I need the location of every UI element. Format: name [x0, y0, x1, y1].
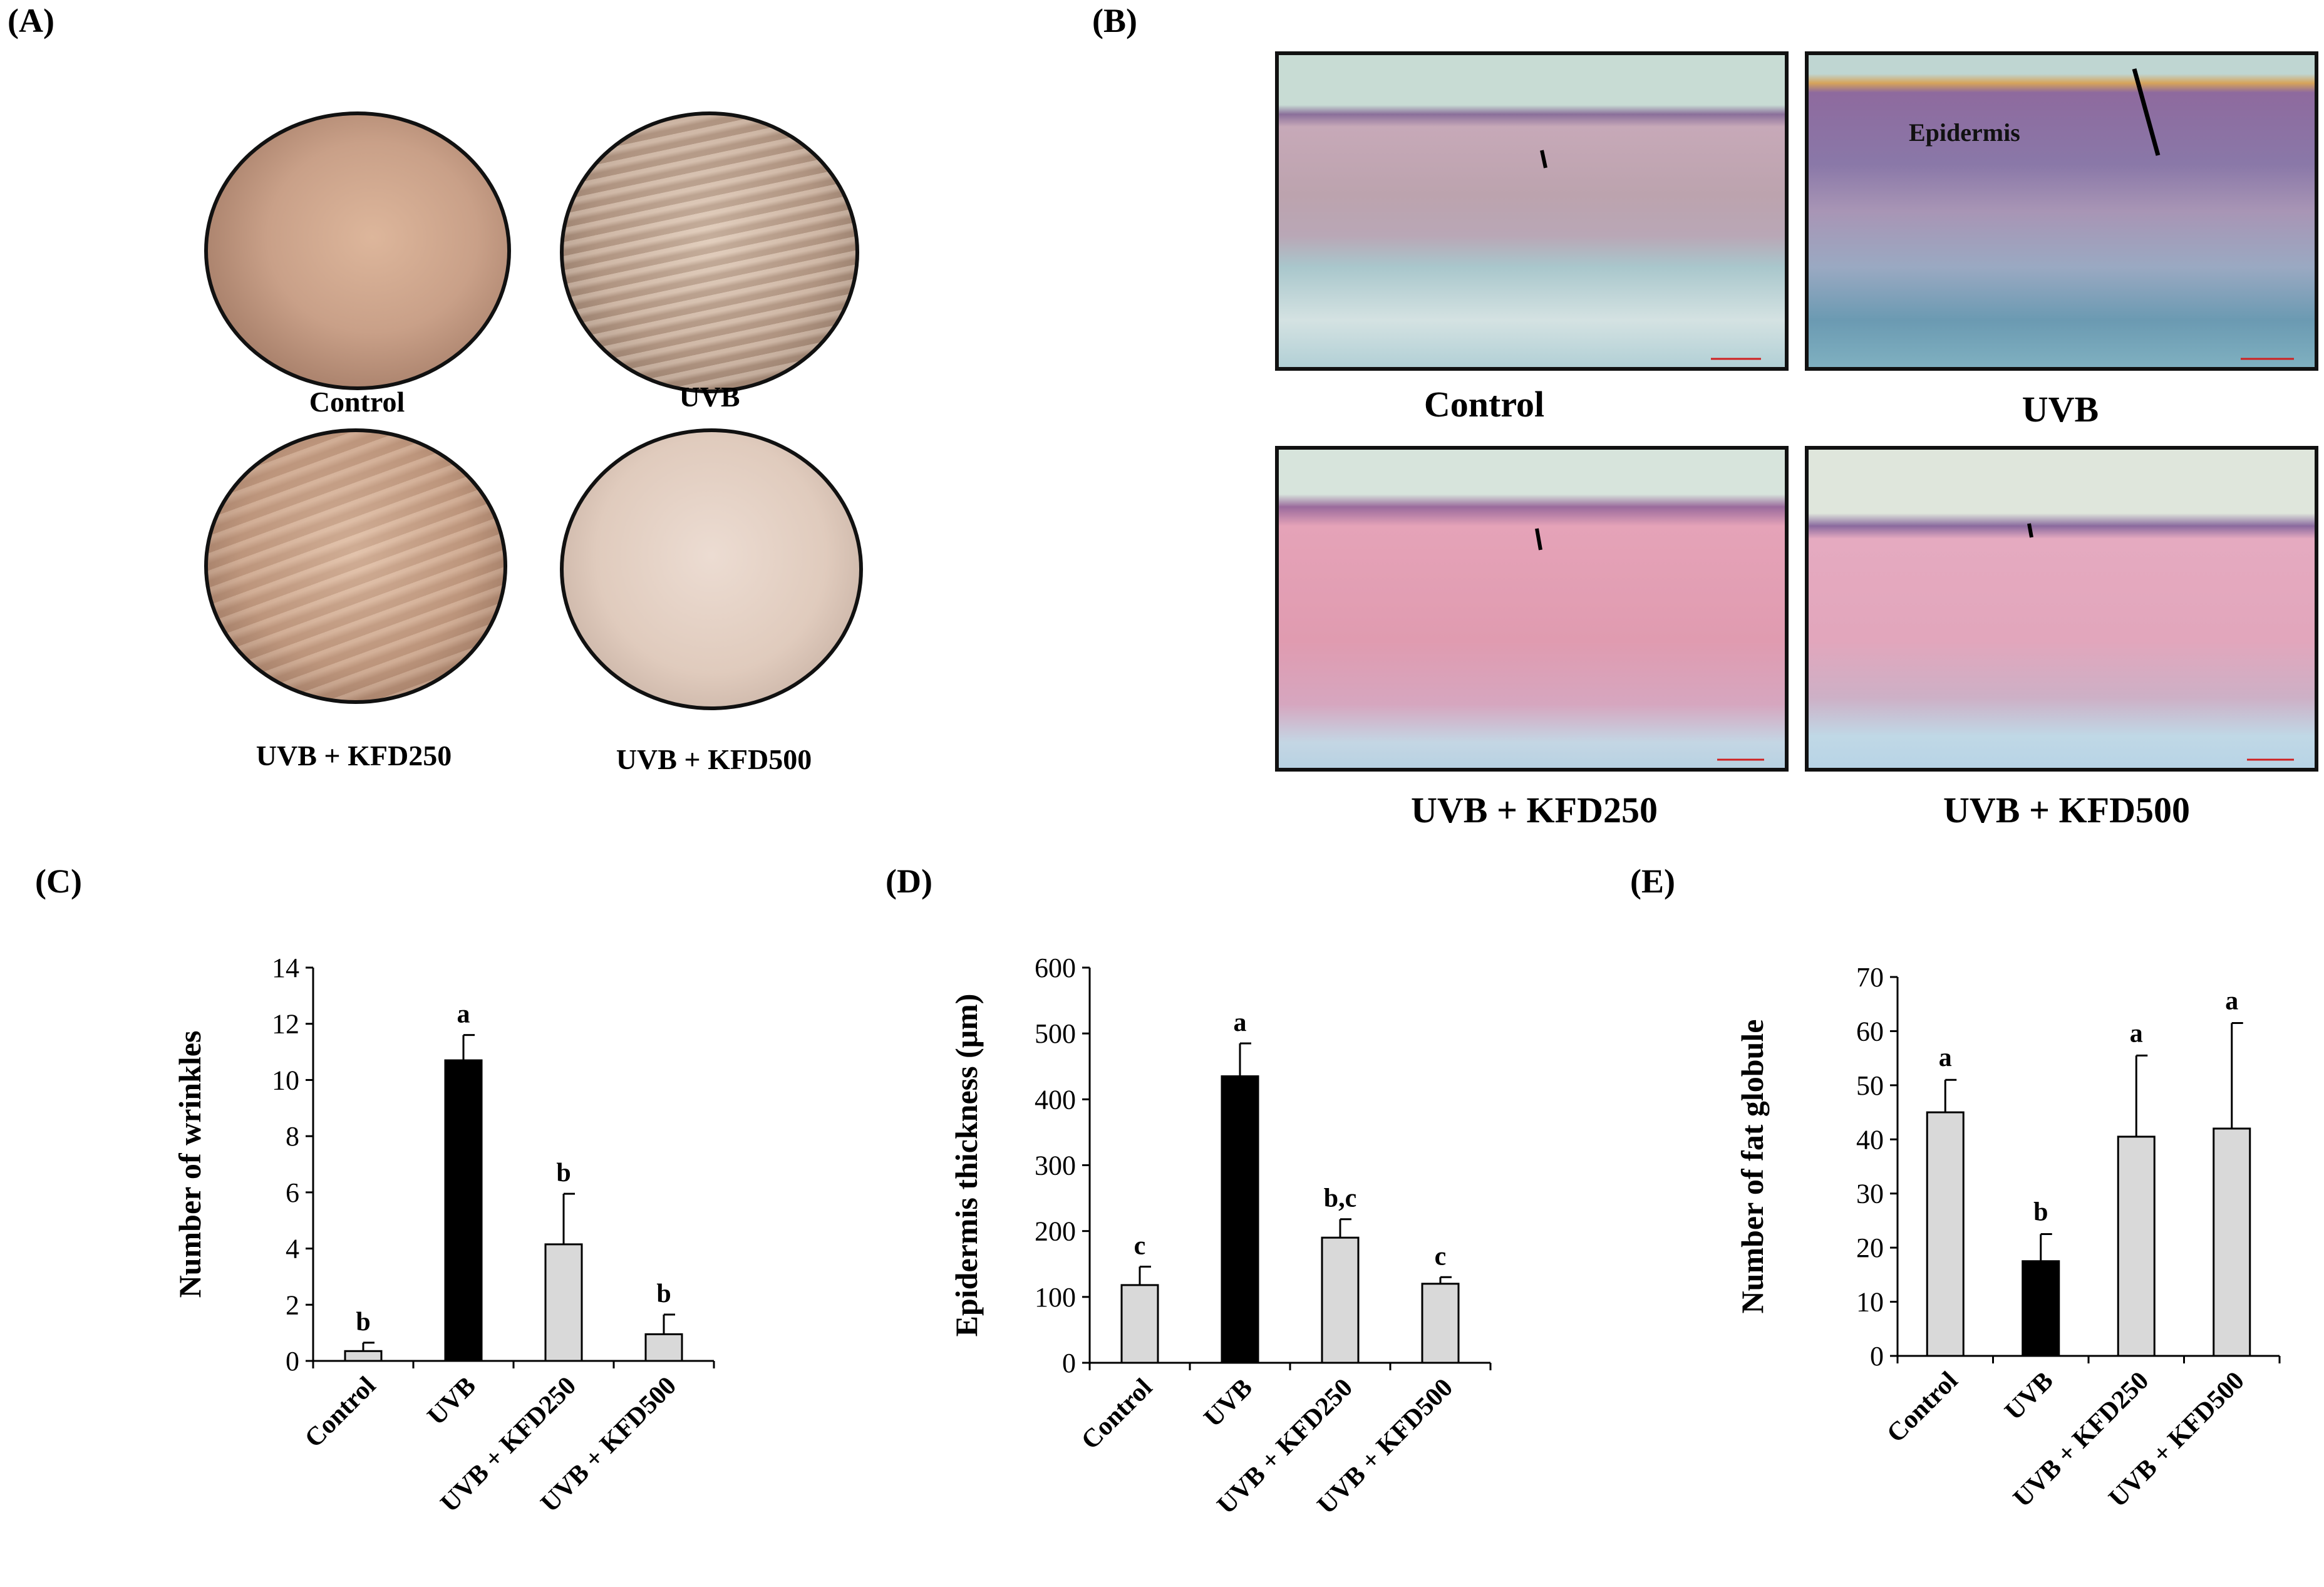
- y-tick-label: 0: [1062, 1348, 1076, 1378]
- category-label-2: UVB: [1199, 1373, 1258, 1433]
- panel-d-letter: (D): [886, 862, 932, 900]
- panel-a-letter: (A): [8, 2, 54, 39]
- y-tick-label: 0: [1870, 1341, 1884, 1372]
- caption-b-uvb: UVB: [2022, 389, 2099, 430]
- significance-letter-4: b: [656, 1279, 671, 1308]
- y-tick-label: 4: [286, 1234, 299, 1264]
- y-tick-label: 600: [1035, 953, 1076, 983]
- epidermis-marker-kfd500: [2027, 523, 2294, 761]
- significance-letter-1: a: [1939, 1043, 1952, 1072]
- bar-4: [2213, 1127, 2251, 1357]
- significance-letter-2: a: [457, 1000, 470, 1029]
- histology-uvb: Epidermis: [1805, 51, 2318, 371]
- panel-e-letter: (E): [1630, 862, 1675, 900]
- y-tick-label: 500: [1035, 1018, 1076, 1049]
- bar-1: [1926, 1111, 1965, 1357]
- bar-4: [1421, 1283, 1460, 1364]
- bar-1: [344, 1350, 383, 1362]
- y-tick-label: 14: [272, 953, 299, 983]
- wrinkles-bar-chart: 0 2 4 6 8 10 12 14 Number of wrinkles b Control a UV…: [172, 953, 715, 1518]
- y-tick-label: 20: [1856, 1233, 1884, 1263]
- caption-b-uvb-kfd250: UVB + KFD250: [1411, 790, 1658, 830]
- panel-c-letter: (C): [35, 862, 82, 900]
- bar-2: [1221, 1075, 1259, 1364]
- y-tick-label: 100: [1035, 1282, 1076, 1313]
- y-axis-label: Epidermis thickness (μm): [949, 994, 984, 1337]
- significance-letter-1: b: [356, 1308, 370, 1336]
- caption-b-control: Control: [1423, 384, 1545, 425]
- y-tick-label: 30: [1856, 1179, 1884, 1209]
- caption-b-uvb-kfd500: UVB + KFD500: [1943, 790, 2190, 830]
- category-label-2: UVB: [422, 1372, 482, 1431]
- bar-2: [444, 1059, 483, 1362]
- caption-a-control: Control: [309, 386, 405, 418]
- epidermis-marker-uvb: [2132, 68, 2294, 360]
- epidermis-label: Epidermis: [1909, 118, 2020, 147]
- y-tick-label: 12: [272, 1009, 299, 1040]
- y-tick-label: 60: [1856, 1016, 1884, 1047]
- significance-letter-3: a: [2130, 1019, 2143, 1048]
- panel-b-letter: (B): [1092, 2, 1137, 39]
- y-tick-label: 2: [286, 1290, 299, 1320]
- y-tick-label: 8: [286, 1121, 299, 1152]
- category-label-1: Control: [1076, 1373, 1158, 1455]
- significance-letter-4: c: [1435, 1242, 1447, 1271]
- bar-3: [544, 1243, 583, 1362]
- caption-a-uvb-kfd250: UVB + KFD250: [256, 740, 452, 772]
- y-tick-label: 50: [1856, 1070, 1884, 1101]
- histology-uvb-kfd250: [1275, 446, 1789, 772]
- category-label-1: Control: [299, 1372, 381, 1454]
- skin-photo-uvb-kfd500: [560, 428, 863, 710]
- y-tick-label: 0: [286, 1346, 299, 1377]
- caption-a-uvb-kfd500: UVB + KFD500: [616, 743, 812, 775]
- y-tick-label: 400: [1035, 1084, 1076, 1115]
- y-tick-label: 40: [1856, 1124, 1884, 1155]
- histology-control: [1275, 51, 1789, 371]
- bar-4: [644, 1333, 683, 1362]
- significance-letter-3: b: [556, 1159, 571, 1187]
- epidermis-marker-control: [1540, 150, 1761, 360]
- category-label-2: UVB: [2000, 1367, 2059, 1426]
- y-tick-label: 300: [1035, 1150, 1076, 1181]
- y-tick-label: 10: [1856, 1287, 1884, 1318]
- histology-uvb-kfd500: [1805, 446, 2318, 772]
- significance-letter-2: b: [2033, 1198, 2048, 1227]
- y-tick-label: 200: [1035, 1216, 1076, 1247]
- y-tick-label: 10: [272, 1065, 299, 1095]
- skin-photo-uvb: [560, 111, 859, 393]
- bar-3: [2117, 1135, 2156, 1357]
- bar-3: [1321, 1236, 1360, 1364]
- skin-photo-control: [204, 111, 511, 390]
- epidermis-thickness-bar-chart: 0 100 200 300 400 500 600 Epidermis thickness (…: [949, 953, 1492, 1520]
- fat-globule-bar-chart: 0 10 20 30 40 50 60 70 Number of fat globule a Con…: [1735, 962, 2281, 1513]
- bar-2: [2022, 1260, 2060, 1357]
- y-tick-label: 70: [1856, 962, 1884, 993]
- significance-letter-3: b,c: [1324, 1184, 1357, 1213]
- skin-photo-uvb-kfd250: [204, 428, 507, 704]
- category-label-1: Control: [1881, 1367, 1963, 1449]
- epidermis-marker-kfd250: [1535, 528, 1764, 761]
- y-axis-label: Number of wrinkles: [172, 1031, 207, 1298]
- caption-a-uvb: UVB: [679, 381, 740, 413]
- bar-1: [1120, 1284, 1159, 1364]
- y-axis-label: Number of fat globule: [1735, 1020, 1770, 1314]
- significance-letter-1: c: [1134, 1231, 1146, 1260]
- y-tick-label: 6: [286, 1177, 299, 1208]
- significance-letter-2: a: [1234, 1008, 1247, 1037]
- significance-letter-4: a: [2225, 986, 2238, 1015]
